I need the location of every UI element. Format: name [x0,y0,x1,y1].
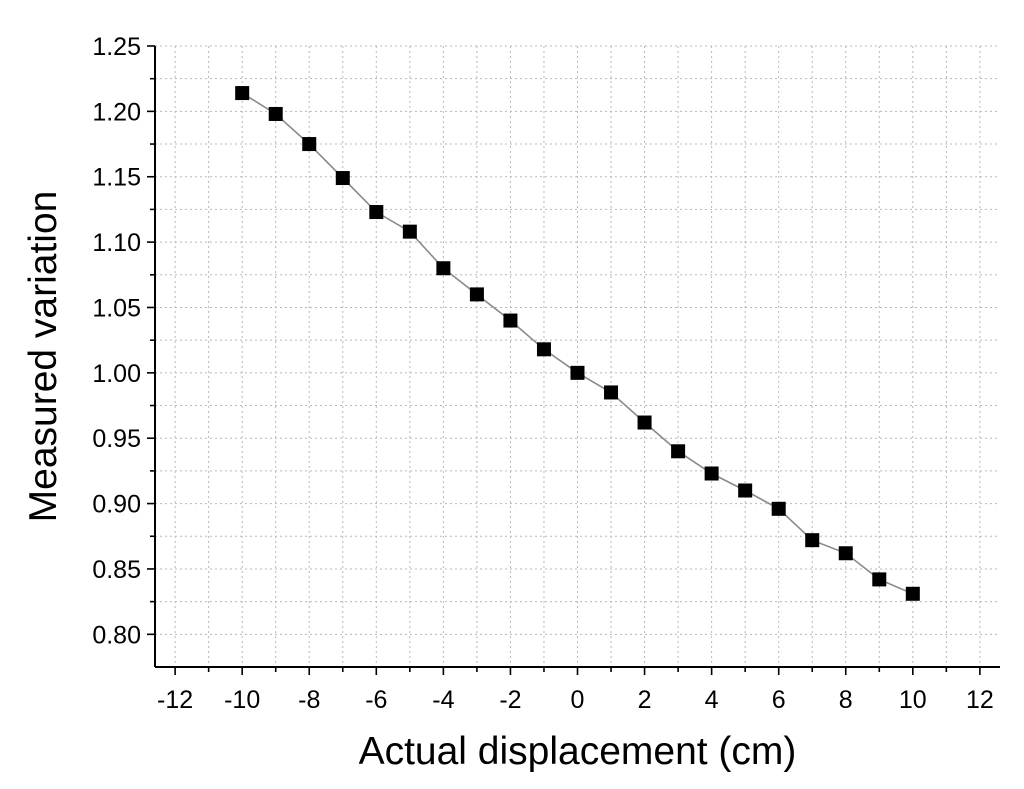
x-axis-title: Actual displacement (cm) [359,730,797,773]
y-tick-label: 0.85 [92,556,141,584]
x-tick-label: 6 [772,686,786,714]
x-tick-label: 0 [571,686,585,714]
data-point [604,385,619,400]
data-point [905,586,920,601]
x-tick-label: 4 [705,686,719,714]
data-point [771,501,786,516]
data-point [570,365,585,380]
data-point [838,546,853,561]
grid [155,45,1000,668]
y-axis-title: Measured variation [22,191,65,523]
x-tick-label: -6 [365,686,387,714]
y-tick-label: 1.25 [92,33,141,61]
data-point [436,261,451,276]
y-tick-label: 1.15 [92,164,141,192]
data-point [637,415,652,430]
x-tick-label: -8 [298,686,320,714]
y-tick-label: 1.05 [92,294,141,322]
series-line [241,92,914,595]
data-point [805,533,820,548]
data-point [536,342,551,357]
y-tick-label: 0.80 [92,621,141,649]
data-point [335,171,350,186]
data-point [738,483,753,498]
x-tick-label: -4 [432,686,454,714]
x-tick-label: 8 [839,686,853,714]
x-tick-label: -2 [499,686,521,714]
y-axis-ticks: 0.80 0.85 0.90 0.95 1.00 1.05 1.10 1.15 1.20 1.25 [92,33,155,649]
y-tick-label: 1.10 [92,229,141,257]
y-tick-label: 1.20 [92,98,141,126]
x-tick-label: -10 [224,686,260,714]
x-axis-ticks: -12 -10 -8 -6 -4 -2 0 2 4 6 8 10 12 [157,667,994,714]
data-point [872,572,887,587]
x-tick-label: -12 [157,686,193,714]
data-point [268,106,283,121]
data-series [241,92,914,595]
data-point [302,137,317,152]
x-tick-label: 10 [899,686,927,714]
data-point [704,466,719,481]
data-point [503,313,518,328]
x-tick-label: 2 [638,686,652,714]
data-point [369,205,384,220]
data-point [235,86,250,101]
x-tick-label: 12 [966,686,994,714]
data-point [402,224,417,239]
y-tick-label: 0.90 [92,491,141,519]
y-tick-label: 0.95 [92,425,141,453]
data-point [671,444,686,459]
data-point [469,287,484,302]
y-tick-label: 1.00 [92,360,141,388]
data-points [235,86,920,601]
